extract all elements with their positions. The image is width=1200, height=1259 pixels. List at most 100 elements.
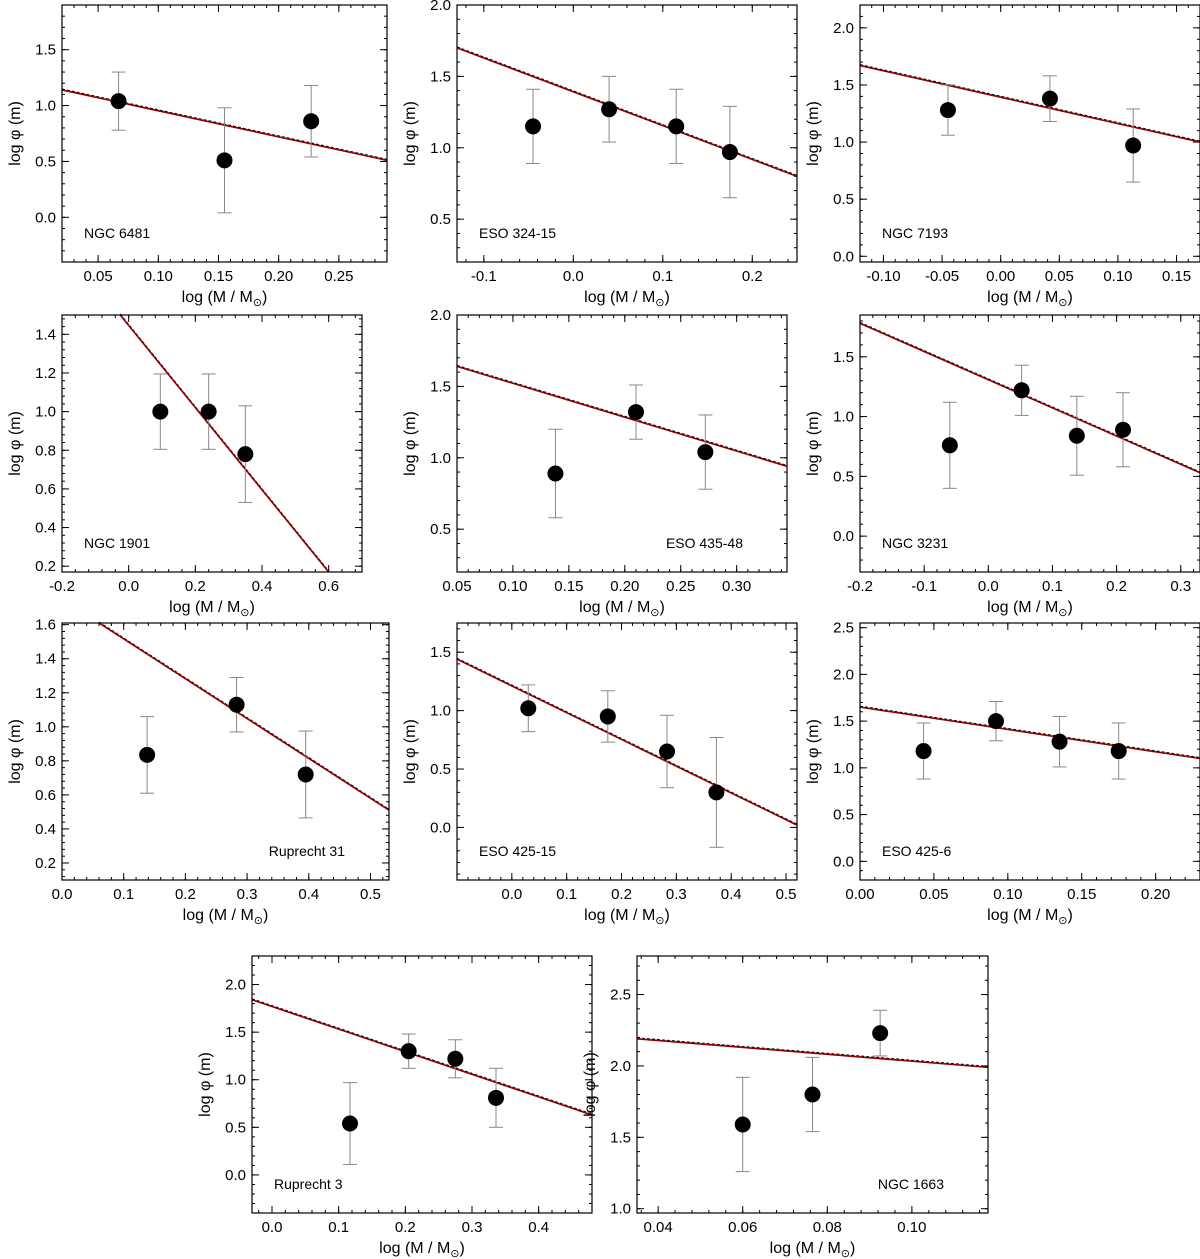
x-axis-label-main: log (M / M [182, 289, 253, 306]
y-tick-label: 2.0 [833, 666, 854, 683]
x-axis-label-main: log (M / M [987, 907, 1058, 924]
x-tick-label: 0.10 [897, 1219, 926, 1236]
data-point [1115, 421, 1132, 438]
x-tick-label: 0.5 [360, 886, 381, 903]
y-tick-label: 2.0 [610, 1058, 631, 1075]
panel-ruprecht-3: 0.0 0.1 0.2 0.3 0.4 0.0 0.5 1.0 1.5 2.0 Ruprecht 3… [197, 955, 593, 1259]
data-point [152, 403, 169, 420]
x-axis-label-sub: ⊙ [841, 1248, 850, 1259]
y-tick-label: 0.5 [225, 1119, 246, 1136]
plot-frame [859, 622, 1200, 881]
y-tick-label: 0.5 [430, 521, 451, 538]
x-axis-label-main: log (M / M [584, 289, 655, 306]
x-axis-label-sub: ⊙ [240, 607, 249, 619]
x-axis-label-close: ) [665, 289, 670, 306]
plot-frame [61, 314, 363, 573]
panel-eso-435-48: 0.05 0.10 0.15 0.20 0.25 0.30 0.5 1.0 1.5 2.0 ESO … [402, 307, 788, 619]
x-tick-label: 0.0 [52, 886, 73, 903]
x-tick-label: 0.2 [185, 578, 206, 595]
plot-frame [636, 955, 989, 1214]
y-axis-label: log φ (m) [805, 101, 822, 166]
plot-frame [61, 4, 388, 263]
x-tick-label: -0.1 [471, 268, 497, 285]
x-tick-label: 0.05 [1045, 268, 1074, 285]
plot-frame [859, 314, 1200, 573]
fit-line [636, 1038, 989, 1069]
x-axis-label-sub: ⊙ [1058, 607, 1067, 619]
plot-frame [859, 4, 1200, 263]
y-tick-label: 0.5 [35, 153, 56, 170]
fit-line-dashed [456, 657, 798, 825]
data-point [721, 144, 738, 161]
data-point [342, 1115, 358, 1132]
fit-line-dashed [456, 46, 798, 176]
x-tick-label: 0.10 [144, 268, 173, 285]
fit-line [859, 322, 1200, 474]
x-axis-label-main: log (M / M [379, 1240, 450, 1257]
y-tick-label: 0.5 [833, 191, 854, 208]
x-axis-label-close: ) [665, 907, 670, 924]
y-tick-label: 0.2 [35, 558, 56, 575]
data-point [708, 784, 725, 801]
data-point [668, 118, 685, 135]
y-tick-label: 1.5 [35, 42, 56, 59]
data-point [447, 1050, 464, 1067]
y-tick-label: 1.5 [430, 68, 451, 85]
fit-line-dashed [251, 998, 593, 1115]
y-tick-label: 1.5 [833, 713, 854, 730]
panel-ngc-7193: -0.10 -0.05 0.00 0.05 0.10 0.15 0.0 0.5 1.0 1.5 2.… [805, 4, 1200, 309]
fit-line-dashed [456, 364, 788, 466]
x-tick-label: 0.30 [722, 578, 751, 595]
x-tick-label: 0.2 [742, 268, 763, 285]
plot-frame [456, 4, 798, 263]
data-point [1041, 90, 1058, 107]
x-axis-label-main: log (M / M [584, 907, 655, 924]
x-axis-label-close: ) [1068, 289, 1073, 306]
y-tick-label: 1.2 [35, 365, 56, 382]
data-point [139, 746, 156, 763]
data-point [520, 700, 537, 717]
cluster-label: NGC 6481 [84, 225, 150, 241]
x-axis-label: log (M / M⊙) [579, 599, 665, 619]
x-tick-label: 0.1 [328, 1219, 349, 1236]
data-point [804, 1086, 821, 1103]
x-tick-label: 0.05 [442, 578, 471, 595]
y-axis-label: log φ (m) [582, 1052, 599, 1117]
y-tick-label: 0.6 [35, 481, 56, 498]
cluster-label: ESO 324-15 [479, 225, 556, 241]
x-tick-label: 0.15 [554, 578, 583, 595]
data-point [488, 1089, 504, 1106]
x-tick-label: 0.10 [498, 578, 527, 595]
x-axis-label-close: ) [1068, 599, 1073, 616]
cluster-label: NGC 1901 [84, 535, 150, 551]
y-tick-label: 0.0 [430, 819, 451, 836]
x-axis-label-sub: ⊙ [253, 297, 262, 309]
fit-line [98, 622, 390, 811]
y-axis-label: log φ (m) [197, 1052, 214, 1117]
y-tick-label: 0.8 [35, 753, 56, 770]
x-tick-label: 0.3 [462, 1219, 483, 1236]
y-tick-label: 0.4 [35, 520, 56, 537]
x-axis-label: log (M / M⊙) [770, 1240, 856, 1259]
cluster-label: ESO 425-6 [882, 843, 951, 859]
y-axis-label: log φ (m) [7, 719, 24, 784]
data-point [400, 1043, 417, 1060]
panel-ngc-1901: -0.2 0.0 0.2 0.4 0.6 0.2 0.4 0.6 0.8 1.0 1.2 1.4 NGC… [7, 313, 363, 619]
x-tick-label: 0.0 [118, 578, 139, 595]
data-point [547, 465, 564, 482]
y-tick-label: 1.5 [610, 1129, 631, 1146]
plot-frame [61, 622, 390, 881]
x-tick-label: 0.0 [978, 578, 999, 595]
x-tick-label: 0.25 [666, 578, 695, 595]
plot-frame [456, 314, 788, 573]
x-tick-label: 0.2 [395, 1219, 416, 1236]
y-tick-label: 1.0 [833, 760, 854, 777]
y-tick-label: 0.5 [833, 468, 854, 485]
cluster-label: ESO 425-15 [479, 843, 556, 859]
panel-eso-425-6: 0.00 0.05 0.10 0.15 0.20 0.0 0.5 1.0 1.5 2.0 2.5 ES… [805, 620, 1200, 927]
data-point [237, 446, 254, 463]
data-point [303, 113, 320, 130]
x-axis-label: log (M / M⊙) [987, 907, 1073, 927]
y-tick-label: 0.5 [833, 807, 854, 824]
panel-ngc-3231: -0.2 -0.1 0.0 0.1 0.2 0.3 0.0 0.5 1.0 1.5 NGC 3231… [805, 314, 1200, 619]
